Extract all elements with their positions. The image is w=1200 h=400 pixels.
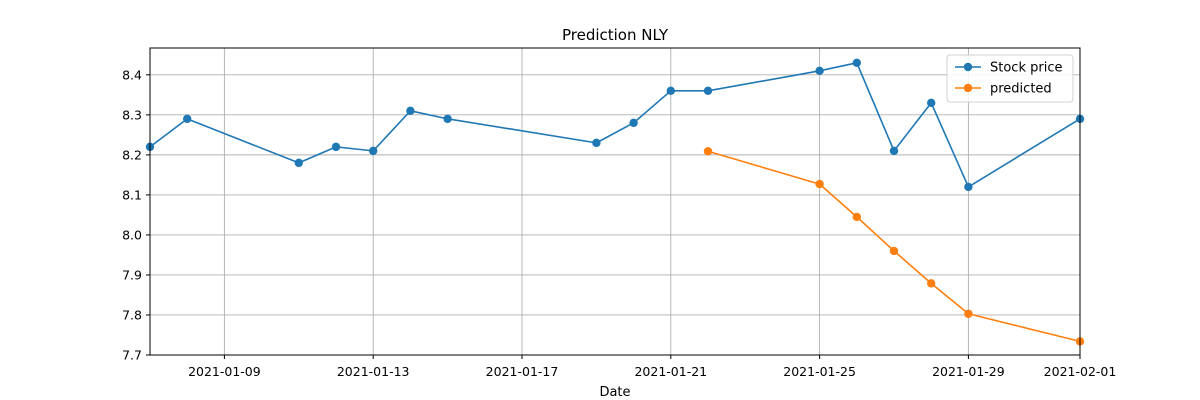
data-point — [927, 279, 936, 288]
data-point — [703, 86, 713, 96]
data-point — [406, 106, 415, 116]
axis-ticks: 2021-01-09 2021-01-13 2021-01-17 2021-01-21… — [122, 67, 1116, 379]
series-layer — [145, 58, 1085, 346]
x-tick-label: 2021-01-21 — [634, 364, 707, 379]
x-tick-label: 2021-02-01 — [1044, 364, 1117, 379]
x-tick-label: 2021-01-25 — [783, 364, 856, 379]
series-predicted — [703, 147, 1085, 346]
y-tick-label: 7.7 — [122, 348, 142, 363]
data-point — [666, 86, 675, 96]
plot-frame — [149, 47, 1081, 356]
legend: Stock price predicted — [946, 54, 1074, 103]
data-point — [369, 146, 378, 156]
data-point — [927, 98, 936, 108]
x-axis-label: Date — [599, 385, 630, 400]
y-tick-label: 8.4 — [122, 67, 142, 82]
series-stock-price — [145, 58, 1085, 192]
series-line-predicted — [707, 150, 1081, 343]
data-point — [852, 58, 861, 68]
x-tick-label: 2021-01-29 — [932, 364, 1005, 379]
data-point — [964, 182, 973, 192]
x-tick-label: 2021-01-13 — [337, 364, 410, 379]
data-point — [443, 114, 452, 124]
legend-label: Stock price — [990, 61, 1062, 76]
y-tick-label: 8.1 — [122, 187, 142, 202]
data-point — [815, 66, 824, 76]
series-line-stock-price — [149, 62, 1081, 188]
x-tick-label: 2021-01-17 — [486, 364, 559, 379]
data-point — [592, 138, 601, 148]
data-point — [964, 309, 973, 318]
y-tick-label: 7.8 — [122, 307, 142, 322]
data-point — [889, 246, 899, 256]
data-point — [294, 158, 303, 168]
data-point — [889, 146, 899, 156]
y-tick-label: 8.2 — [122, 147, 142, 162]
data-point — [331, 142, 341, 152]
data-point — [183, 114, 192, 124]
legend-marker — [963, 62, 973, 72]
legend-marker — [963, 83, 973, 93]
data-point — [852, 212, 861, 222]
data-point — [629, 118, 638, 128]
legend-label: predicted — [990, 82, 1052, 97]
legend-item: predicted — [955, 82, 1052, 97]
chart-title: Prediction NLY — [562, 26, 669, 44]
data-point — [703, 147, 713, 156]
y-tick-label: 8.0 — [122, 227, 142, 242]
y-tick-label: 7.9 — [122, 267, 142, 282]
legend-item: Stock price — [955, 61, 1062, 76]
x-tick-label: 2021-01-09 — [188, 364, 261, 379]
grid-lines — [150, 48, 1081, 356]
data-point — [815, 179, 824, 189]
y-tick-label: 8.3 — [122, 107, 142, 122]
